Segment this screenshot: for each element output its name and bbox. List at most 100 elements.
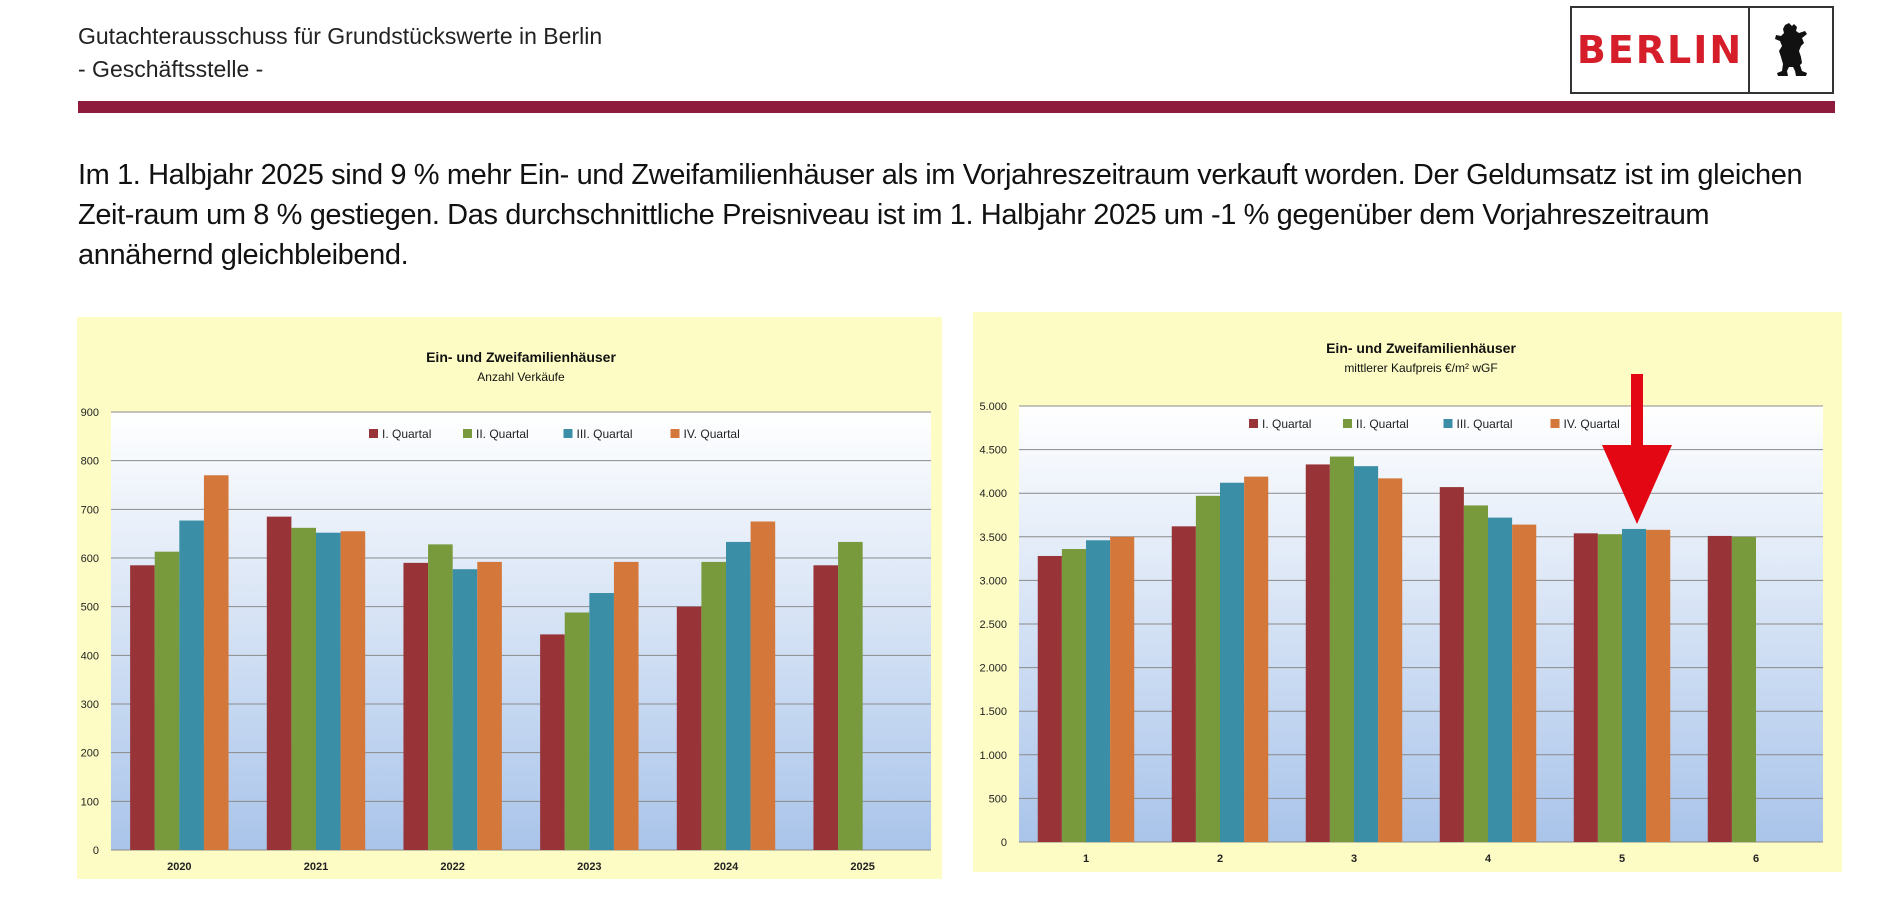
bar (726, 541, 751, 850)
legend-label: III. Quartal (1457, 417, 1513, 431)
x-tick-label: 2020 (167, 861, 191, 873)
y-tick-label: 400 (81, 650, 99, 662)
x-tick-label: 2022 (440, 861, 464, 873)
bar (676, 606, 702, 850)
org-subtitle: - Geschäftsstelle - (78, 56, 264, 82)
y-tick-label: 2.500 (979, 619, 1007, 631)
bar (428, 544, 453, 850)
x-tick-label: 5 (1619, 853, 1625, 865)
bar (1305, 464, 1330, 842)
bar (1061, 549, 1086, 842)
bar (613, 561, 639, 850)
bar (1329, 456, 1354, 842)
bar (340, 531, 366, 850)
x-tick-label: 2024 (714, 861, 739, 873)
bar (1195, 495, 1220, 842)
x-tick-label: 2 (1217, 853, 1223, 865)
y-tick-label: 700 (81, 504, 99, 516)
bar (316, 532, 341, 850)
bar (179, 520, 204, 850)
bar (154, 551, 180, 850)
legend-label: IV. Quartal (1564, 417, 1620, 431)
bar (1573, 533, 1598, 842)
legend-label: IV. Quartal (684, 427, 740, 441)
org-header: Gutachterausschuss für Grundstückswerte … (78, 20, 602, 86)
legend-label: II. Quartal (1356, 417, 1409, 431)
chart-price-per-sqm: 0 500 1.000 1.500 2.000 2.500 3.000 3.500 4.000 4… (973, 312, 1842, 872)
chart-price-per-sqm-svg: 0 500 1.000 1.500 2.000 2.500 3.000 3.500 4.000 4… (979, 340, 1823, 865)
org-name: Gutachterausschuss für Grundstückswerte … (78, 23, 603, 49)
y-tick-label: 100 (81, 796, 99, 808)
bar (1220, 482, 1245, 842)
legend-label: I. Quartal (382, 427, 431, 441)
y-tick-label: 3.000 (979, 575, 1007, 587)
bar (403, 562, 429, 850)
y-tick-label: 3.500 (979, 532, 1007, 544)
y-tick-label: 1.500 (979, 706, 1007, 718)
annotation-arrow-icon (1602, 374, 1672, 524)
x-tick-label: 4 (1485, 853, 1492, 865)
berlin-logo: BERLIN (1570, 6, 1834, 94)
x-tick-label: 1 (1083, 853, 1089, 865)
bar (1354, 466, 1379, 842)
y-tick-label: 500 (989, 793, 1007, 805)
y-tick-label: 2.000 (979, 663, 1007, 675)
chart-title: Ein- und Zweifamilienhäuser (1326, 340, 1516, 356)
y-tick-label: 600 (81, 553, 99, 565)
bar (1244, 476, 1269, 842)
x-tick-label: 3 (1351, 853, 1357, 865)
bar (1439, 487, 1464, 842)
bar (266, 516, 292, 850)
bar (1037, 555, 1062, 842)
bar (1110, 536, 1135, 842)
bar (1086, 540, 1111, 842)
bar (1463, 505, 1488, 842)
chart-title: Ein- und Zweifamilienhäuser (426, 349, 616, 365)
bar (750, 521, 776, 850)
legend-swatch (670, 429, 680, 438)
x-tick-label: 2021 (304, 861, 328, 873)
y-tick-label: 800 (81, 456, 99, 468)
bar (701, 561, 726, 850)
header-rule (78, 101, 1835, 113)
legend-swatch (1443, 419, 1453, 428)
bar (1707, 535, 1732, 842)
bar (838, 541, 863, 850)
legend-label: I. Quartal (1262, 417, 1311, 431)
y-tick-label: 0 (93, 845, 99, 857)
berlin-bear-icon (1750, 8, 1832, 92)
legend-swatch (1343, 419, 1352, 428)
bar (813, 565, 839, 850)
y-tick-label: 200 (81, 748, 99, 760)
chart-sales-count-svg: 0 100 200 300 400 500 600 700 800 900 Ein- und Zwe… (81, 349, 931, 873)
x-tick-label: 6 (1753, 853, 1759, 865)
bar (477, 561, 502, 850)
y-tick-label: 300 (81, 699, 99, 711)
bar (540, 634, 565, 850)
bar (1597, 534, 1622, 842)
logo-wordmark: BERLIN (1572, 8, 1750, 92)
bar (130, 565, 155, 850)
legend-label: II. Quartal (476, 427, 529, 441)
y-tick-label: 4.000 (979, 488, 1007, 500)
legend-swatch (369, 429, 378, 438)
bar (291, 527, 316, 850)
legend-swatch (563, 429, 573, 438)
bar (203, 475, 229, 850)
legend-swatch (1249, 419, 1258, 428)
bar (1171, 526, 1196, 842)
y-tick-label: 0 (1001, 837, 1007, 849)
bar (1646, 529, 1671, 842)
x-tick-label: 2023 (577, 861, 601, 873)
chart-sales-count: 0 100 200 300 400 500 600 700 800 900 Ein- und Zwe… (77, 317, 942, 879)
bar (564, 612, 590, 850)
chart-subtitle: mittlerer Kaufpreis €/m² wGF (1344, 361, 1497, 375)
bar (1378, 478, 1403, 842)
legend-swatch (463, 429, 472, 438)
plot-area (111, 412, 931, 850)
bar (589, 593, 614, 850)
bar (1488, 517, 1513, 842)
bar (452, 569, 478, 850)
y-tick-label: 500 (81, 602, 99, 614)
chart-subtitle: Anzahl Verkäufe (477, 370, 565, 384)
